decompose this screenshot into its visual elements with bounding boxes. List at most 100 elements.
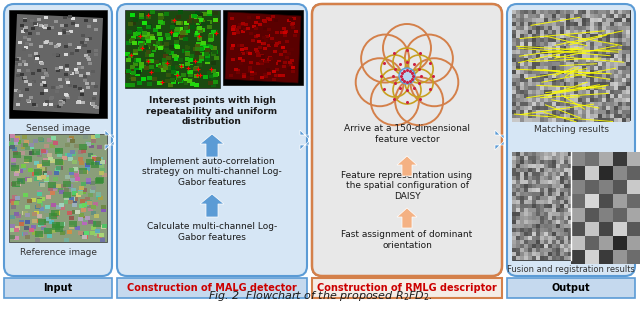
Bar bbox=[578, 50, 582, 54]
Bar bbox=[182, 49, 187, 53]
Bar bbox=[552, 38, 556, 42]
Bar bbox=[528, 160, 532, 164]
Bar bbox=[516, 184, 520, 188]
Bar bbox=[263, 73, 268, 76]
Bar bbox=[585, 152, 599, 166]
Bar bbox=[184, 49, 189, 53]
Bar bbox=[212, 30, 218, 34]
Bar bbox=[84, 54, 88, 57]
Bar bbox=[582, 82, 586, 86]
Bar bbox=[28, 168, 33, 171]
Bar bbox=[205, 60, 210, 64]
Bar bbox=[524, 90, 528, 94]
Bar bbox=[516, 98, 520, 102]
Bar bbox=[19, 220, 24, 224]
Bar bbox=[44, 24, 49, 27]
Bar bbox=[30, 19, 34, 22]
Bar bbox=[606, 50, 610, 54]
Bar bbox=[520, 34, 524, 38]
Bar bbox=[564, 82, 568, 86]
Bar bbox=[156, 25, 161, 29]
Bar bbox=[578, 102, 582, 106]
Bar bbox=[21, 166, 26, 170]
Bar bbox=[179, 36, 184, 40]
Bar bbox=[512, 54, 516, 58]
Bar bbox=[94, 28, 98, 31]
Bar bbox=[622, 118, 626, 122]
Bar bbox=[568, 176, 572, 180]
Bar bbox=[568, 168, 572, 172]
Bar bbox=[548, 248, 552, 252]
Bar bbox=[24, 80, 28, 83]
Bar bbox=[83, 235, 88, 239]
Bar bbox=[528, 114, 532, 118]
Bar bbox=[287, 52, 291, 55]
Bar bbox=[17, 140, 21, 144]
Bar bbox=[86, 58, 91, 61]
Bar bbox=[556, 252, 560, 256]
Bar bbox=[131, 21, 136, 25]
Bar bbox=[290, 16, 294, 20]
Bar bbox=[528, 94, 532, 98]
Bar bbox=[548, 10, 552, 14]
Bar bbox=[43, 25, 47, 29]
Bar bbox=[560, 70, 564, 74]
Bar bbox=[556, 152, 560, 156]
Bar bbox=[202, 12, 207, 16]
Bar bbox=[568, 188, 572, 192]
Bar bbox=[536, 110, 540, 114]
Bar bbox=[150, 36, 156, 40]
Bar bbox=[54, 105, 58, 108]
Bar bbox=[560, 66, 564, 70]
Bar bbox=[312, 278, 502, 298]
Bar bbox=[200, 48, 204, 52]
Bar bbox=[536, 236, 540, 240]
Bar bbox=[292, 16, 296, 20]
Bar bbox=[241, 22, 245, 25]
Bar bbox=[66, 96, 70, 99]
Bar bbox=[570, 90, 574, 94]
Bar bbox=[568, 192, 572, 196]
Bar bbox=[93, 92, 97, 95]
Bar bbox=[22, 135, 27, 139]
Bar bbox=[594, 82, 598, 86]
Bar bbox=[590, 98, 594, 102]
Bar bbox=[29, 144, 34, 148]
Bar bbox=[164, 48, 169, 52]
Bar bbox=[556, 54, 560, 58]
Bar bbox=[13, 151, 18, 154]
Bar bbox=[590, 62, 594, 66]
Bar bbox=[564, 98, 568, 102]
Bar bbox=[536, 86, 540, 90]
Bar bbox=[79, 74, 83, 77]
Bar bbox=[83, 203, 88, 207]
Bar bbox=[548, 224, 552, 228]
Bar bbox=[560, 248, 564, 252]
Bar bbox=[540, 42, 544, 46]
Bar bbox=[570, 70, 574, 74]
Bar bbox=[556, 168, 560, 172]
Bar bbox=[536, 102, 540, 106]
Bar bbox=[572, 50, 576, 54]
Bar bbox=[175, 76, 180, 80]
Bar bbox=[556, 10, 560, 14]
Bar bbox=[566, 90, 570, 94]
Bar bbox=[572, 90, 576, 94]
Bar bbox=[40, 61, 44, 64]
Bar bbox=[172, 54, 177, 58]
Bar bbox=[582, 102, 586, 106]
Bar bbox=[578, 58, 582, 62]
Bar bbox=[158, 13, 163, 17]
Bar bbox=[594, 118, 598, 122]
Bar bbox=[520, 82, 524, 86]
Bar bbox=[594, 102, 598, 106]
Bar bbox=[96, 192, 100, 196]
Bar bbox=[614, 54, 618, 58]
Bar bbox=[49, 42, 53, 45]
Bar bbox=[610, 106, 614, 110]
Bar bbox=[626, 70, 630, 74]
Bar bbox=[618, 94, 622, 98]
Bar bbox=[560, 22, 564, 26]
Bar bbox=[516, 90, 520, 94]
Bar bbox=[572, 78, 576, 82]
